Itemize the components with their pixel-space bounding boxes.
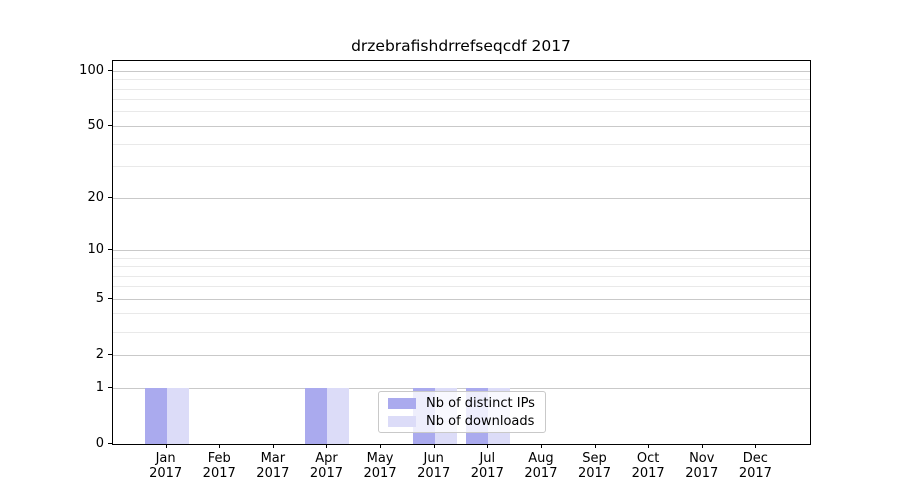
x-tick-mark <box>326 444 328 448</box>
x-tick-year: 2017 <box>417 466 451 481</box>
x-tick-mark <box>648 444 650 448</box>
bar-downloads <box>327 388 350 444</box>
x-tick-label: Oct 2017 <box>618 451 678 481</box>
x-tick-year: 2017 <box>577 466 612 481</box>
x-tick-label: Jun 2017 <box>404 451 464 481</box>
major-gridline <box>113 249 810 251</box>
y-tick-label: 0 <box>95 436 104 451</box>
x-tick-month: Apr <box>315 451 338 466</box>
x-tick-label: Mar 2017 <box>243 451 303 481</box>
y-tick-label: 10 <box>87 242 104 258</box>
minor-gridline <box>113 266 810 267</box>
x-tick-label: Sep 2017 <box>565 451 625 481</box>
minor-gridline <box>113 99 810 101</box>
x-tick-month: May <box>366 451 394 466</box>
y-tick-mark <box>108 387 113 388</box>
x-tick-label: Apr 2017 <box>296 451 356 481</box>
x-tick-label: Feb 2017 <box>189 451 249 481</box>
legend-label-downloads: Nb of downloads <box>426 413 535 429</box>
x-tick-label: Nov 2017 <box>672 451 732 481</box>
x-tick-year: 2017 <box>256 466 290 481</box>
major-gridline <box>113 354 810 356</box>
x-tick-month: Aug <box>528 451 554 466</box>
minor-gridline <box>113 143 810 145</box>
y-tick-mark <box>108 443 113 444</box>
x-tick-mark <box>165 444 167 448</box>
x-tick-label: Aug 2017 <box>511 451 571 481</box>
minor-gridline <box>113 257 810 259</box>
bar-distinct-ips <box>305 388 328 444</box>
x-tick-label: Dec 2017 <box>725 451 785 481</box>
minor-gridline <box>113 286 810 288</box>
y-tick-label: 50 <box>87 118 104 134</box>
y-tick-label: 1 <box>95 380 104 395</box>
major-gridline <box>113 298 810 300</box>
x-tick-year: 2017 <box>309 466 343 481</box>
x-tick-mark <box>219 444 221 448</box>
x-tick-mark <box>380 444 382 448</box>
y-tick-label: 20 <box>87 190 104 206</box>
legend-entry-downloads: Nb of downloads <box>379 412 545 430</box>
minor-gridline <box>113 313 810 315</box>
x-tick-label: May 2017 <box>350 451 410 481</box>
legend-swatch-downloads <box>388 415 416 427</box>
y-tick-mark <box>108 197 113 199</box>
y-tick-mark <box>108 298 113 300</box>
major-gridline <box>113 197 810 199</box>
major-gridline <box>113 125 810 127</box>
x-tick-year: 2017 <box>149 466 183 481</box>
x-tick-year: 2017 <box>363 466 397 481</box>
legend-entry-distinct-ips: Nb of distinct IPs <box>379 394 545 412</box>
major-gridline <box>113 70 810 72</box>
minor-gridline <box>113 166 810 168</box>
legend-label-distinct-ips: Nb of distinct IPs <box>426 395 535 411</box>
x-tick-mark <box>594 444 596 448</box>
x-tick-month: Jul <box>479 451 496 466</box>
legend-swatch-distinct-ips <box>388 397 416 409</box>
y-tick-mark <box>108 249 113 251</box>
bar-distinct-ips <box>144 388 167 444</box>
x-tick-year: 2017 <box>202 466 236 481</box>
y-tick-mark <box>108 125 113 127</box>
x-tick-month: Feb <box>207 451 231 466</box>
x-tick-mark <box>701 444 703 448</box>
chart-title: drzebrafishdrrefseqcdf 2017 <box>351 37 571 55</box>
x-tick-year: 2017 <box>524 466 558 481</box>
x-tick-month: Jan <box>155 451 176 466</box>
major-gridline <box>113 387 810 389</box>
x-tick-mark <box>540 444 542 448</box>
y-tick-label: 5 <box>95 291 104 307</box>
x-tick-month: Nov <box>689 451 715 466</box>
legend: Nb of distinct IPs Nb of downloads <box>378 391 546 433</box>
y-tick-label: 2 <box>95 347 104 363</box>
plot-area <box>112 60 811 445</box>
minor-gridline <box>113 111 810 113</box>
x-tick-label: Jul 2017 <box>457 451 517 481</box>
y-tick-mark <box>108 354 113 356</box>
x-tick-month: Dec <box>742 451 768 466</box>
minor-gridline <box>113 331 810 333</box>
minor-gridline <box>113 79 810 81</box>
y-tick-label: 100 <box>79 63 104 79</box>
x-tick-year: 2017 <box>470 466 504 481</box>
x-tick-year: 2017 <box>738 466 772 481</box>
minor-gridline <box>113 88 810 90</box>
x-tick-mark <box>487 444 489 448</box>
x-tick-mark <box>272 444 274 448</box>
x-tick-mark <box>433 444 435 448</box>
y-tick-mark <box>108 70 113 72</box>
x-tick-label: Jan 2017 <box>136 451 196 481</box>
bar-downloads <box>166 388 189 444</box>
x-tick-year: 2017 <box>631 466 665 481</box>
minor-gridline <box>113 275 810 277</box>
x-tick-mark <box>755 444 757 448</box>
x-tick-month: Sep <box>582 451 607 466</box>
x-tick-month: Oct <box>636 451 660 466</box>
x-tick-year: 2017 <box>685 466 719 481</box>
x-tick-month: Mar <box>260 451 286 466</box>
x-tick-month: Jun <box>423 451 444 466</box>
